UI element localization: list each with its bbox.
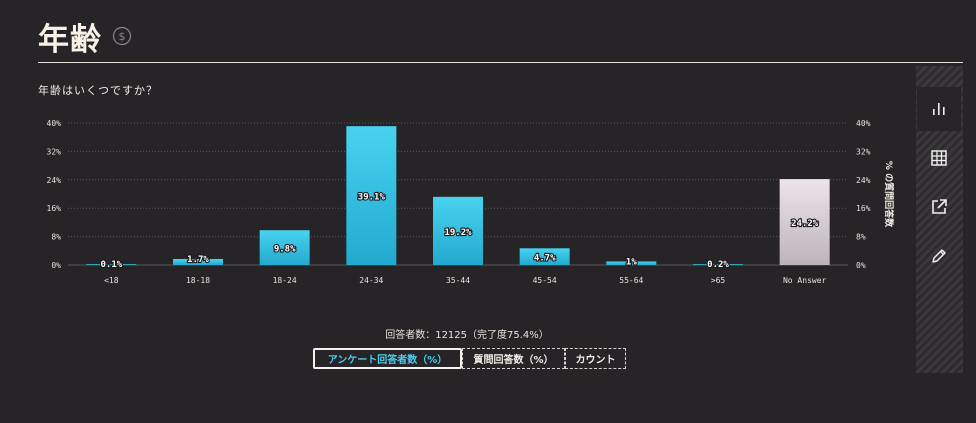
table-icon [931,150,947,166]
bar-chart-view-button[interactable] [917,87,961,131]
tab-question-respondents-percent[interactable]: 質問回答数（%） [462,348,565,369]
tab-count[interactable]: カウント [565,348,626,369]
y-tick-label-right: 24% [856,176,871,185]
respondent-count: 回答者数：12125（完了度75.4%） [385,330,549,341]
x-tick-label: 55-64 [619,276,643,285]
bar [606,261,657,265]
y-tick-label-left: 16% [47,204,62,213]
bar [173,258,223,265]
pencil-icon [932,249,946,263]
bar [86,264,137,265]
svg-text:$: $ [119,30,126,43]
y-tick-label-right: 0% [856,261,866,270]
bar [259,230,310,265]
data-label: 1% [626,257,637,267]
bar [693,264,743,265]
data-label: 0.1% [100,260,122,270]
right-axis-label: % の質問回答数 [883,161,895,228]
x-tick-label: 45-54 [533,276,557,285]
y-tick-label-left: 0% [51,261,61,270]
question-text: 年齢はいくつですか？ [38,84,158,97]
x-tick-label: <18 [104,276,119,285]
side-panel [916,66,963,373]
y-tick-label-right: 32% [856,147,871,156]
share-button[interactable] [917,185,961,229]
y-tick-label-right: 40% [856,119,871,128]
bar [519,248,570,265]
x-tick-label: 35-44 [446,276,470,285]
bar-chart-icon [933,103,945,115]
data-label: 4.7% [534,254,556,264]
x-tick-label: 18-24 [273,276,297,285]
y-tick-label-left: 8% [51,233,61,242]
title-divider [38,62,963,63]
external-link-icon [932,199,947,214]
data-label: 1.7% [187,255,209,265]
page-title: 年齢 [38,21,102,58]
tab-survey-respondents-percent[interactable]: アンケート回答者数（%） [313,348,462,369]
data-label: 19.2% [444,228,472,238]
data-label: 0.2% [707,260,729,270]
y-tick-label-right: 16% [856,204,871,213]
x-tick-label: 24-34 [359,276,383,285]
y-tick-label-left: 32% [47,147,62,156]
table-view-button[interactable] [917,136,961,180]
bar [779,179,830,265]
x-tick-label: No Answer [783,276,827,285]
edit-button[interactable] [917,234,961,278]
y-tick-label-left: 24% [47,176,62,185]
y-tick-label-left: 40% [47,119,62,128]
currency-dollar-icon[interactable]: $ [112,26,132,46]
x-tick-label: >65 [711,276,726,285]
bar [433,196,483,265]
data-label: 9.8% [274,245,296,255]
chart-header: 年齢 $ [38,14,132,58]
y-tick-label-right: 8% [856,233,866,242]
data-label: 24.2% [791,219,819,229]
x-tick-label: 18-18 [186,276,210,285]
bar [346,126,397,265]
data-label: 39.1% [358,193,386,203]
view-mode-tabs: アンケート回答者数（%） 質問回答数（%） カウント [313,348,626,369]
